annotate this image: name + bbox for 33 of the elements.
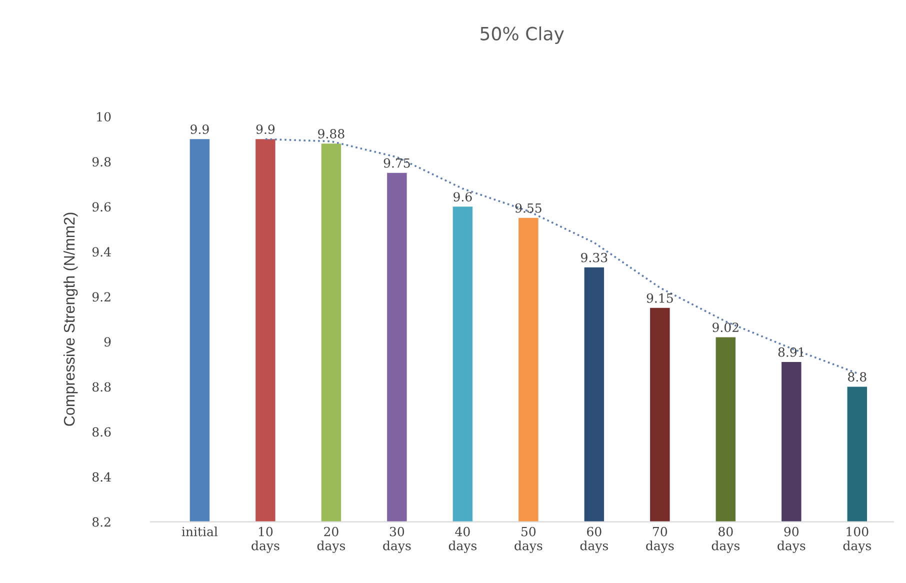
x-tick-label: initial	[182, 526, 218, 536]
y-tick-label: 8.8	[92, 382, 111, 392]
x-tick-label: 40 days	[448, 526, 477, 553]
x-tick-label: 90 days	[778, 526, 806, 553]
x-tick-label: 20 days	[317, 526, 346, 553]
y-tick-label: 9.4	[92, 247, 111, 257]
data-label: 9.02	[712, 322, 738, 332]
y-tick-label: 9.6	[92, 202, 111, 212]
y-tick-label: 9.2	[92, 292, 110, 302]
y-tick-label: 8.4	[92, 472, 111, 482]
x-tick-label: 100 days	[843, 526, 871, 553]
y-tick-label: 8.2	[92, 517, 110, 527]
x-tick-label: 50 days	[514, 526, 542, 553]
x-tick-label: 10 days	[252, 526, 280, 553]
chart-title: 50% Clay	[480, 26, 564, 44]
x-tick-label: 80 days	[712, 526, 740, 553]
y-tick-label: 9.8	[92, 157, 111, 167]
x-tick-label: 30 days	[383, 526, 411, 553]
y-tick-label: 10	[97, 112, 111, 122]
data-label: 9.9	[256, 124, 275, 134]
data-label: 9.75	[384, 158, 410, 168]
x-tick-label: 70 days	[646, 526, 674, 553]
x-tick-label: 60 days	[580, 526, 608, 553]
y-axis-title: Compressive Strength (N/mm2)	[64, 212, 78, 426]
y-tick-label: 9	[104, 337, 111, 347]
data-label: 9.15	[646, 293, 673, 303]
data-label: 9.9	[190, 124, 209, 134]
data-label: 9.88	[318, 129, 344, 138]
data-label: 9.6	[454, 192, 472, 202]
data-label: 9.33	[581, 252, 608, 262]
y-tick-label: 8.6	[92, 427, 111, 437]
data-label: 8.91	[778, 347, 804, 357]
data-label: 8.8	[848, 372, 866, 382]
